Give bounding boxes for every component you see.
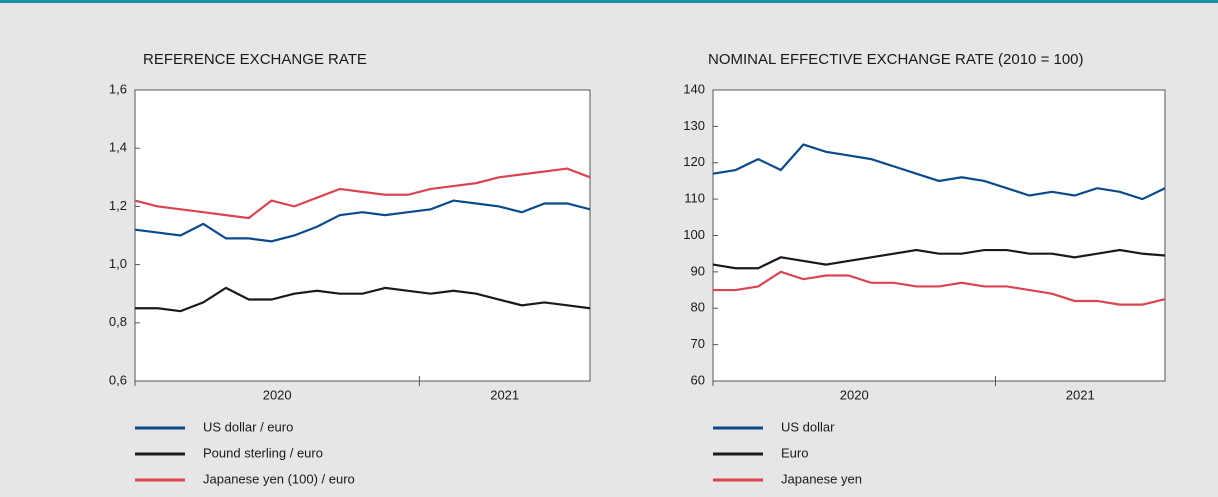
y-tick-label: 70 xyxy=(691,336,705,351)
series-line xyxy=(134,167,591,220)
legend-label: Japanese yen (100) / euro xyxy=(203,471,355,486)
y-tick-label: 1,0 xyxy=(109,256,127,271)
plot-area xyxy=(712,89,1166,382)
series-line xyxy=(712,143,1166,201)
legend-label: US dollar xyxy=(781,419,835,434)
y-tick-label: 1,2 xyxy=(109,198,127,213)
y-tick-label: 0,6 xyxy=(109,372,127,387)
y-tick-label: 90 xyxy=(691,263,705,278)
legend-label: Japanese yen xyxy=(781,471,862,486)
y-tick-label: 80 xyxy=(691,300,705,315)
y-tick-label: 1,6 xyxy=(109,81,127,96)
legend-label: Euro xyxy=(781,445,808,460)
y-tick-label: 60 xyxy=(691,372,705,387)
plot-area xyxy=(134,89,591,382)
y-tick-label: 0,8 xyxy=(109,314,127,329)
legend-label: US dollar / euro xyxy=(203,419,293,434)
series-line xyxy=(713,270,1166,306)
x-tick-label: 2021 xyxy=(490,387,519,402)
x-tick-label: 2020 xyxy=(263,387,292,402)
x-tick-label: 2020 xyxy=(840,387,869,402)
top-bar xyxy=(0,0,1218,3)
y-tick-label: 130 xyxy=(683,118,705,133)
legend-label: Pound sterling / euro xyxy=(203,445,323,460)
y-tick-label: 1,4 xyxy=(109,140,127,155)
series-line xyxy=(134,199,591,243)
y-tick-label: 100 xyxy=(683,227,705,242)
series-line xyxy=(712,248,1166,270)
y-tick-label: 120 xyxy=(683,154,705,169)
series-line xyxy=(135,286,591,313)
y-tick-label: 140 xyxy=(683,81,705,96)
x-tick-label: 2021 xyxy=(1066,387,1095,402)
chart-title: NOMINAL EFFECTIVE EXCHANGE RATE (2010 = … xyxy=(708,51,1084,68)
chart-title: REFERENCE EXCHANGE RATE xyxy=(143,51,367,68)
y-tick-label: 110 xyxy=(684,191,705,206)
